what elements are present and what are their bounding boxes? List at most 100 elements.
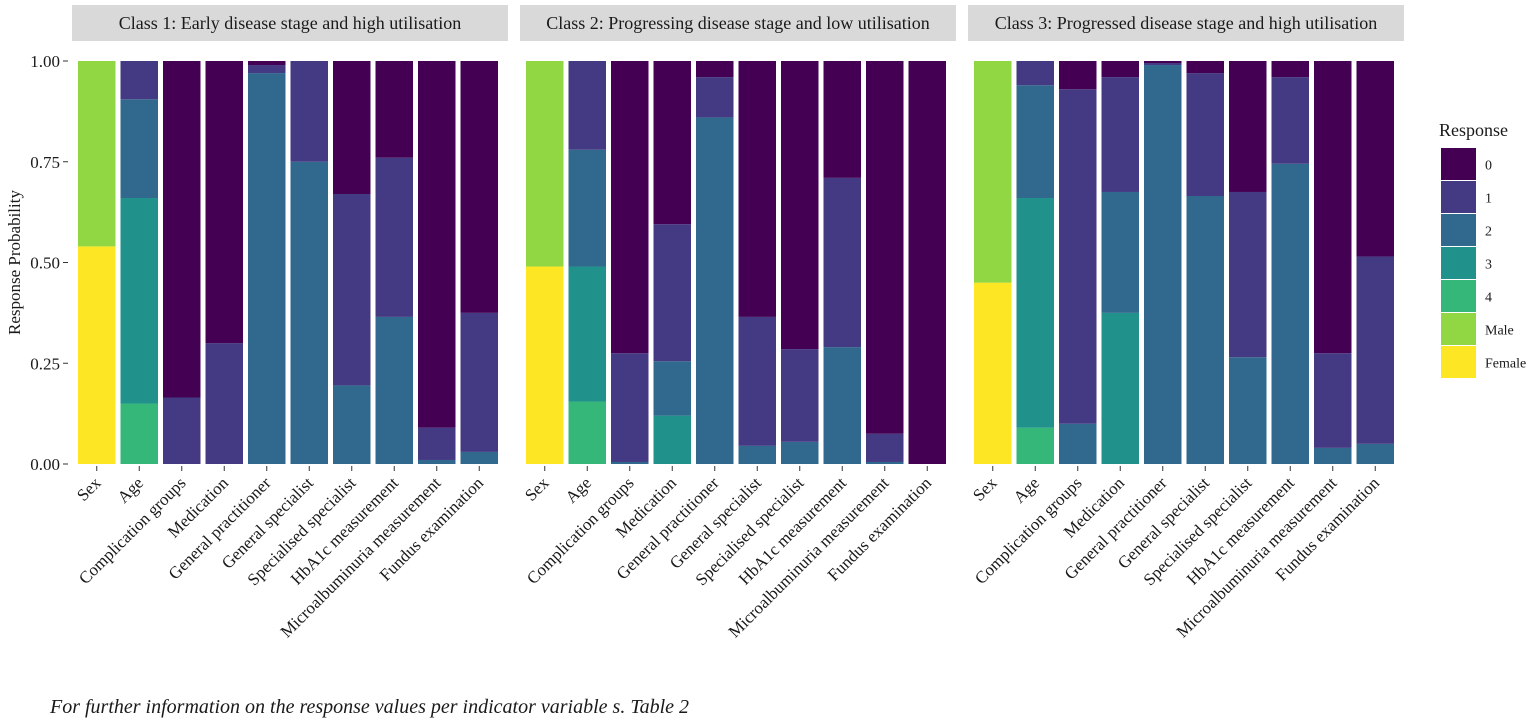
bar-segment: [866, 61, 904, 434]
facet-title: Class 1: Early disease stage and high ut…: [119, 13, 461, 33]
legend-swatch: [1441, 247, 1476, 279]
bar-segment: [375, 316, 413, 464]
bar-segment: [460, 61, 498, 313]
bar-segment: [1144, 61, 1182, 64]
y-tick-label: 1.00: [30, 52, 60, 71]
y-tick-label: 0.75: [30, 153, 60, 172]
facet-title: Class 2: Progressing disease stage and l…: [546, 13, 929, 33]
bar-segment: [526, 61, 564, 267]
bar-segment: [205, 343, 243, 464]
bar-segment: [974, 61, 1012, 283]
y-axis-title: Response Probability: [5, 190, 24, 335]
bar-segment: [823, 347, 861, 464]
bar-segment: [1186, 73, 1224, 197]
bar-segment: [696, 77, 734, 118]
bar-segment: [1271, 61, 1309, 78]
bar-segment: [1271, 77, 1309, 164]
bar-segment: [120, 198, 158, 404]
bar-segment: [120, 403, 158, 464]
bar-segment: [333, 193, 371, 386]
legend-label: 1: [1485, 192, 1492, 207]
bar-segment: [1229, 357, 1267, 464]
bar-segment: [248, 73, 286, 464]
bar-segment: [866, 461, 904, 464]
bar-segment: [163, 61, 201, 398]
legend-swatch: [1441, 148, 1476, 180]
bar-segment: [1059, 423, 1097, 464]
legend-title: Response: [1439, 120, 1508, 140]
bar-segment: [163, 397, 201, 464]
bar-segment: [1314, 447, 1352, 464]
bar-segment: [418, 459, 456, 464]
bar-segment: [1229, 191, 1267, 358]
facet-strip: [72, 5, 508, 41]
bar-segment: [781, 441, 819, 464]
bar-segment: [823, 61, 861, 178]
bar-segment: [1186, 196, 1224, 464]
bar-segment: [866, 433, 904, 462]
bar-segment: [375, 61, 413, 158]
bar-segment: [1059, 89, 1097, 424]
facet-title: Class 3: Progressed disease stage and hi…: [995, 13, 1377, 33]
legend-swatch: [1441, 313, 1476, 345]
bar-segment: [120, 99, 158, 199]
bar-segment: [375, 157, 413, 317]
bar-segment: [460, 451, 498, 464]
bar-segment: [205, 61, 243, 344]
bar-segment: [568, 61, 606, 150]
bar-segment: [781, 349, 819, 442]
bar-segment: [78, 246, 116, 464]
legend-label: Female: [1485, 357, 1526, 372]
bar-segment: [781, 61, 819, 350]
bar-segment: [1229, 61, 1267, 192]
bar-segment: [526, 266, 564, 464]
bar-segment: [653, 415, 691, 464]
bar-segment: [1356, 443, 1394, 464]
y-tick-label: 0.00: [30, 455, 60, 474]
bar-segment: [333, 385, 371, 464]
x-tick-label: Age: [114, 473, 147, 506]
bar-segment: [1016, 85, 1054, 199]
bar-segment: [568, 401, 606, 464]
bar-segment: [1016, 427, 1054, 464]
legend-label: 0: [1485, 159, 1492, 174]
legend-swatch: [1441, 346, 1476, 378]
bar-segment: [1101, 77, 1139, 192]
legend-label: Male: [1485, 324, 1514, 339]
bar-segment: [696, 117, 734, 465]
bar-segment: [738, 445, 776, 464]
y-tick-label: 0.25: [30, 354, 60, 373]
bar-segment: [120, 61, 158, 100]
bar-segment: [1314, 61, 1352, 354]
facet-strip: [968, 5, 1404, 41]
bar-segment: [974, 282, 1012, 464]
bar-segment: [1144, 65, 1182, 464]
legend-swatch: [1441, 280, 1476, 312]
bar-segment: [1101, 312, 1139, 464]
bar-segment: [1271, 163, 1309, 464]
bar-segment: [460, 312, 498, 452]
bar-segment: [248, 65, 286, 74]
y-tick-label: 0.50: [30, 254, 60, 273]
legend-swatch: [1441, 181, 1476, 213]
bar-segment: [418, 61, 456, 428]
bar-segment: [653, 61, 691, 225]
bar-segment: [738, 61, 776, 317]
bar-segment: [653, 224, 691, 362]
bar-segment: [611, 61, 649, 354]
x-tick-label: Age: [1010, 473, 1043, 506]
bar-segment: [1059, 61, 1097, 90]
bar-segment: [1186, 61, 1224, 74]
x-tick-label: Sex: [521, 473, 553, 505]
bar-segment: [908, 61, 946, 464]
bar-segment: [418, 427, 456, 460]
bar-segment: [1356, 61, 1394, 257]
bar-segment: [248, 61, 286, 66]
bar-segment: [611, 461, 649, 464]
facet-strip: [520, 5, 956, 41]
bar-segment: [696, 61, 734, 78]
bar-segment: [1101, 61, 1139, 78]
bar-segment: [611, 353, 649, 462]
bar-segment: [333, 61, 371, 194]
